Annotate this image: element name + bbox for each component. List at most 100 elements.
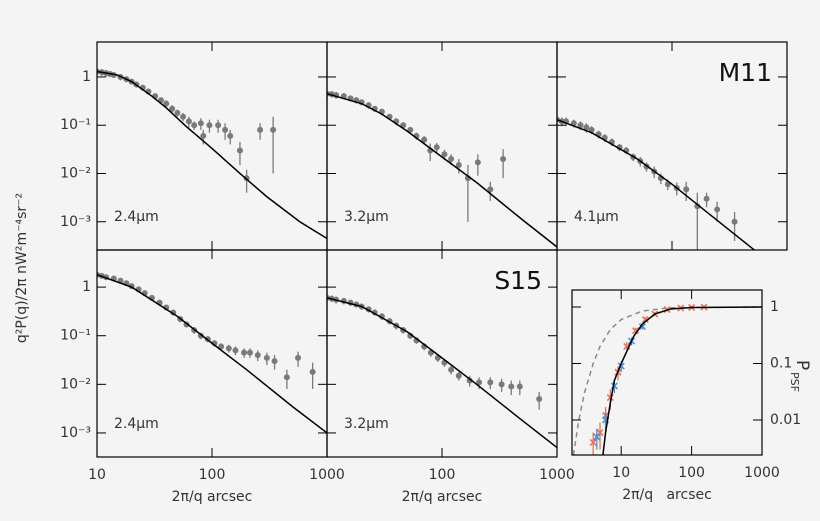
data-point: [703, 195, 710, 202]
data-point: [295, 354, 302, 361]
y-tick-label: 0.1: [770, 355, 792, 371]
x-tick-label: 1000: [309, 467, 345, 483]
data-point: [487, 379, 494, 386]
plot-area: [327, 294, 557, 449]
data-point: [476, 379, 483, 386]
y-tick-label: 1: [82, 69, 91, 85]
y-tick-label: 10⁻¹: [60, 117, 91, 133]
data-point: [593, 433, 601, 441]
x-tick-label: 1000: [539, 467, 575, 483]
x-tick-label: 100: [429, 467, 456, 483]
x-tick-label: 100: [199, 467, 226, 483]
panel-tag: S15: [494, 266, 542, 295]
data-point: [487, 186, 494, 193]
y-tick-label: 10⁻³: [60, 214, 91, 230]
data-point: [455, 372, 462, 379]
data-point: [714, 206, 721, 213]
data-point: [455, 161, 462, 168]
data-point: [197, 120, 204, 127]
y-tick-label: 10⁻³: [60, 425, 91, 441]
panel-label: 3.2μm: [344, 209, 389, 225]
data-point: [270, 126, 277, 133]
data-point: [241, 349, 248, 356]
panel-frame: [571, 289, 763, 456]
data-point: [206, 122, 213, 129]
panel-label: 2.4μm: [114, 209, 159, 225]
data-point: [218, 343, 225, 350]
x-axis-label: 2π/q arcsec: [172, 489, 253, 505]
data-point: [263, 354, 270, 361]
data-point: [683, 186, 690, 193]
model-line: [97, 70, 327, 240]
x-tick-label: 100: [678, 465, 705, 481]
data-point: [474, 159, 481, 166]
data-point: [508, 383, 515, 390]
panel-tag: M11: [719, 58, 772, 87]
data-point: [215, 122, 222, 129]
data-point: [596, 428, 604, 437]
data-point: [516, 383, 523, 390]
data-point: [254, 352, 261, 359]
data-point: [632, 327, 640, 335]
y-axis-label: P: [792, 360, 812, 370]
x-axis-label: 2π/q arcsec: [622, 487, 712, 503]
data-point: [498, 381, 505, 388]
y-axis-label: q²P(q)/2π nW²m⁻⁴sr⁻²: [14, 193, 30, 343]
y-tick-label: 1: [82, 279, 91, 295]
data-point: [589, 438, 597, 447]
data-point: [225, 345, 232, 352]
y-tick-label: 0.01: [770, 412, 801, 428]
data-point: [180, 113, 187, 120]
data-point: [163, 100, 170, 107]
plot-area: [557, 115, 756, 250]
data-point: [536, 395, 543, 402]
model-line: [327, 297, 557, 449]
plot-area: [97, 68, 327, 240]
plot-area: [572, 303, 762, 455]
y-tick-label: 1: [770, 299, 779, 315]
model-line: [327, 92, 557, 248]
data-point: [500, 155, 507, 162]
panel-frame: [556, 41, 788, 251]
x-tick-label: 1000: [744, 465, 780, 481]
x-tick-label: 10: [88, 467, 106, 483]
panel-frame: [326, 249, 558, 458]
data-point: [283, 374, 290, 381]
data-point: [577, 122, 584, 129]
data-point: [731, 218, 738, 225]
data-point: [448, 155, 455, 162]
data-point: [421, 136, 428, 143]
data-point: [638, 323, 646, 331]
data-point: [222, 126, 229, 133]
model-line: [97, 273, 327, 434]
model-line: [602, 306, 762, 455]
data-point: [271, 358, 278, 365]
data-point: [407, 332, 414, 339]
data-point: [185, 118, 192, 125]
data-point: [236, 147, 243, 154]
data-point: [441, 151, 448, 158]
data-point: [257, 126, 264, 133]
panel-label: 3.2μm: [344, 416, 389, 432]
x-axis-label: 2π/q arcsec: [402, 489, 483, 505]
data-point: [448, 366, 455, 373]
panel-label: 4.1μm: [574, 209, 619, 225]
model-line: [557, 119, 756, 250]
data-point: [169, 105, 176, 112]
x-tick-label: 10: [612, 465, 630, 481]
data-point: [433, 144, 440, 151]
data-point: [583, 124, 590, 131]
y-axis-label-sub: PSF: [788, 372, 801, 392]
y-tick-label: 10⁻¹: [60, 328, 91, 344]
data-point: [309, 368, 316, 375]
data-point: [466, 377, 473, 384]
data-point: [641, 315, 649, 324]
panel-label: 2.4μm: [114, 416, 159, 432]
data-point: [191, 122, 198, 129]
data-point: [174, 109, 181, 116]
y-tick-label: 10⁻²: [60, 376, 91, 392]
model-line: [572, 306, 762, 455]
y-tick-label: 10⁻²: [60, 165, 91, 181]
plot-area: [327, 90, 557, 248]
